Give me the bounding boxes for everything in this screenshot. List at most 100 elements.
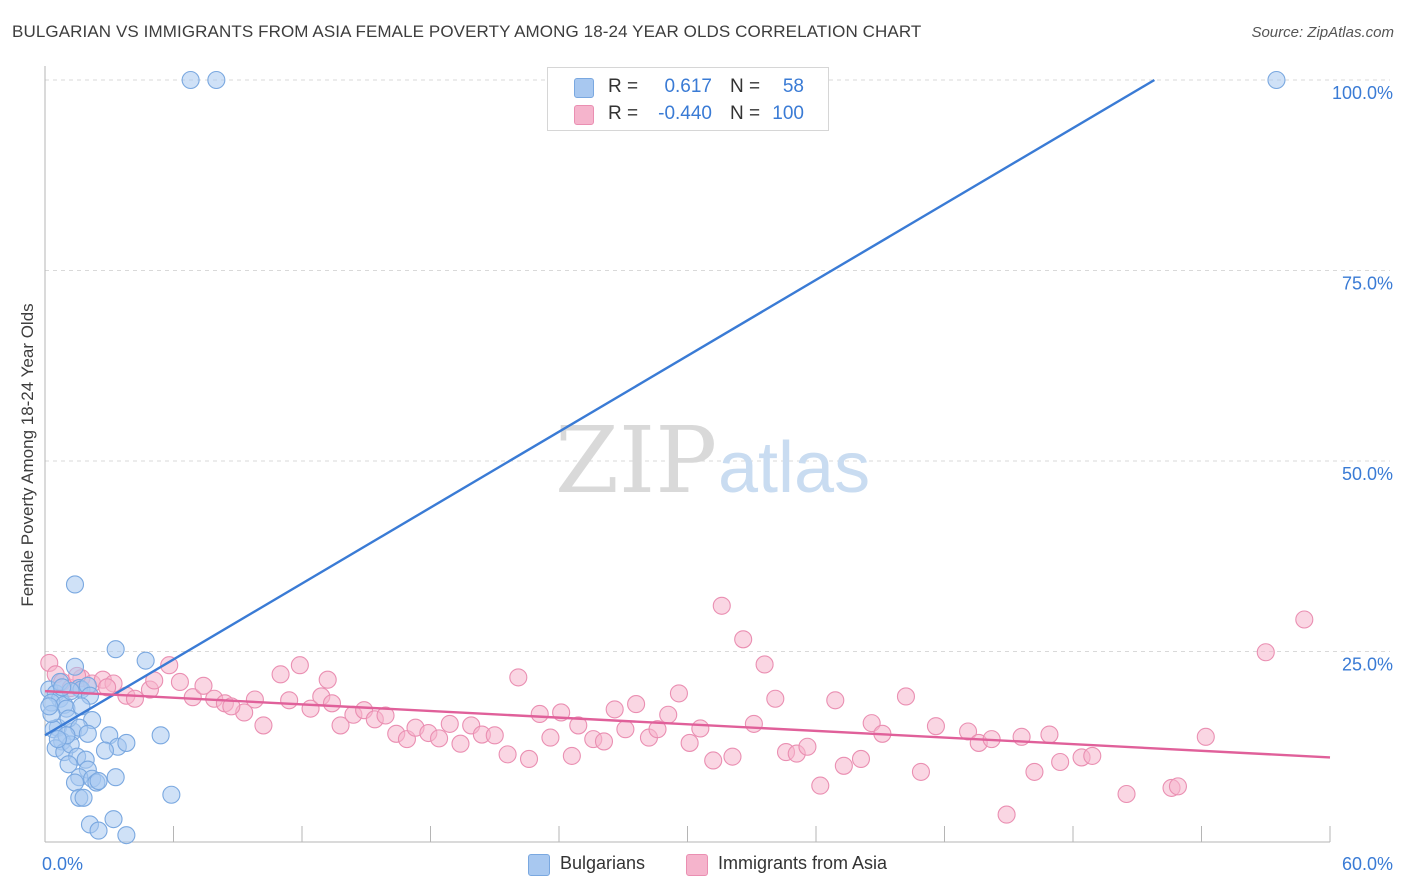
y-tick-label: 100.0% (1332, 83, 1393, 103)
immigrants-point (245, 690, 264, 709)
bulgarians-point (89, 821, 108, 840)
x-tick-label: 60.0% (1342, 854, 1393, 874)
legend-n-label: N = (730, 103, 761, 124)
y-tick-label: 25.0% (1342, 655, 1393, 675)
y-tick-label: 75.0% (1342, 274, 1393, 294)
immigrants-point (766, 689, 785, 708)
immigrants-point (280, 691, 299, 710)
immigrants-point (862, 714, 881, 733)
immigrants-point (331, 716, 350, 735)
immigrants-point (569, 716, 588, 735)
immigrants-point (562, 746, 581, 765)
immigrants-point (997, 805, 1016, 824)
immigrants-point (605, 700, 624, 719)
legend-r-label: R = (608, 76, 639, 97)
immigrants-point (723, 747, 742, 766)
immigrants-point (318, 670, 337, 689)
immigrants-point (1083, 746, 1102, 765)
immigrants-point (926, 717, 945, 736)
bulgarians-point (151, 726, 170, 745)
immigrants-point (755, 655, 774, 674)
stats-legend: R = 0.617 N = 58 R = -0.440 N = 100 (547, 67, 829, 131)
legend-r-value: 0.617 (664, 76, 712, 97)
immigrants-point (959, 722, 978, 741)
immigrants-point (498, 745, 517, 764)
legend-r-value: -0.440 (658, 103, 712, 124)
immigrants-point (440, 714, 459, 733)
bulgarians-point (136, 651, 155, 670)
immigrants-point (1025, 762, 1044, 781)
watermark-atlas: atlas (718, 428, 870, 508)
immigrants-point (1040, 725, 1059, 744)
immigrants-point (1196, 727, 1215, 746)
legend-r-label: R = (608, 103, 639, 124)
bulgarians-point (48, 730, 67, 749)
immigrants-point (530, 704, 549, 724)
immigrants-point (911, 762, 930, 781)
legend-row-bulgarians: R = 0.617 N = 58 (548, 74, 828, 100)
bulgarians-point (65, 657, 85, 676)
bottom-legend-label: Immigrants from Asia (718, 853, 888, 873)
immigrants-point (98, 678, 117, 697)
bulgarians-point (104, 810, 123, 829)
legend-n-value: 58 (782, 76, 804, 97)
legend-n-value: 100 (772, 103, 804, 124)
immigrants-point (290, 656, 309, 675)
bulgarians-point (117, 733, 136, 752)
immigrants-point (160, 656, 179, 675)
bottom-legend-swatch-pink (686, 854, 708, 876)
bulgarians-trend-line (44, 78, 1155, 737)
immigrants-point (376, 706, 395, 725)
watermark-zip: ZIP (555, 407, 717, 514)
immigrants-point (851, 749, 871, 768)
immigrants-point (896, 687, 916, 706)
immigrants-point (712, 596, 731, 615)
bulgarians-point (74, 788, 93, 807)
immigrants-point (704, 751, 723, 770)
immigrants-point (254, 716, 273, 735)
bulgarians-point (65, 773, 85, 792)
immigrants-point (680, 733, 699, 752)
bulgarians-point (65, 575, 85, 594)
immigrants-point (1051, 752, 1070, 772)
immigrants-point (669, 684, 688, 703)
legend-row-immigrants: R = -0.440 N = 100 (548, 101, 828, 127)
immigrants-point (485, 726, 504, 745)
source-label: Source: ZipAtlas.com (1251, 24, 1394, 41)
immigrants-point (1295, 610, 1314, 629)
immigrants-point (744, 714, 763, 733)
immigrants-point (1117, 784, 1136, 804)
legend-swatch-blue (574, 78, 594, 98)
bulgarians-point (106, 768, 125, 787)
immigrants-point (616, 720, 635, 739)
immigrants-point (509, 668, 528, 687)
y-axis-label: Female Poverty Among 18-24 Year Olds (18, 303, 37, 607)
bottom-legend-swatch-blue (528, 854, 550, 876)
points-layer (40, 70, 1314, 845)
immigrants-point (194, 676, 213, 695)
bulgarians-point (207, 70, 226, 90)
watermark: ZIP atlas (555, 407, 870, 514)
bulgarians-point (162, 785, 181, 804)
bulgarians-point (1267, 70, 1286, 90)
immigrants-point (1168, 777, 1187, 796)
chart-title: BULGARIAN VS IMMIGRANTS FROM ASIA FEMALE… (12, 22, 922, 41)
immigrants-point (627, 695, 646, 714)
immigrants-trend-line (44, 689, 1331, 759)
bulgarians-point (95, 741, 115, 760)
immigrants-point (519, 749, 539, 768)
immigrants-point (451, 734, 470, 753)
y-tick-label: 50.0% (1342, 464, 1393, 484)
grid-layer (45, 79, 1390, 652)
immigrants-point (1256, 643, 1275, 662)
bulgarians-point (78, 724, 97, 743)
immigrants-point (271, 665, 290, 684)
immigrants-point (322, 694, 342, 713)
bottom-legend-label: Bulgarians (560, 853, 646, 873)
immigrants-point (826, 691, 845, 710)
immigrants-point (648, 720, 667, 739)
bulgarians-point (40, 697, 59, 716)
immigrants-point (691, 719, 710, 738)
immigrants-point (811, 776, 830, 795)
tick-labels: 25.0% 50.0% 75.0% 100.0% 0.0% 60.0% (42, 83, 1393, 874)
